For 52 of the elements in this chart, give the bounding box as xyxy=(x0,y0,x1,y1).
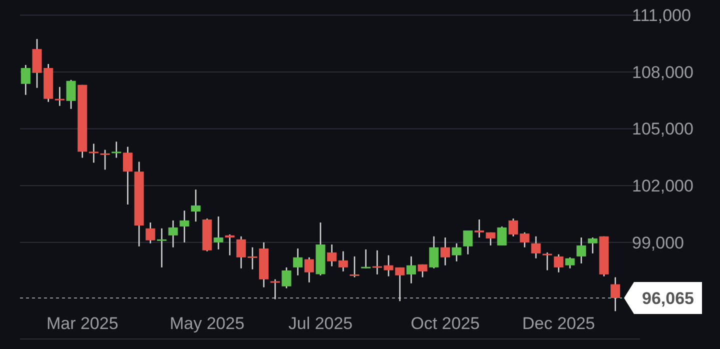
candlestick xyxy=(474,218,484,238)
candlestick xyxy=(372,250,382,276)
x-tick-label: Oct 2025 xyxy=(410,314,480,333)
candlestick xyxy=(520,232,530,248)
candlestick xyxy=(20,64,30,96)
candlestick xyxy=(293,248,303,276)
candlestick xyxy=(463,230,473,255)
candlestick xyxy=(440,236,450,266)
candlestick xyxy=(508,218,518,238)
y-tick-label: 99,000 xyxy=(632,233,684,252)
candlestick xyxy=(361,248,371,270)
y-tick-label: 105,000 xyxy=(632,120,694,139)
candlestick xyxy=(406,256,416,284)
candlestick xyxy=(66,79,76,110)
candlestick xyxy=(452,242,462,262)
candlestick xyxy=(531,236,541,259)
y-tick-label: 111,000 xyxy=(632,6,691,26)
candlestick xyxy=(180,210,190,244)
candlestick xyxy=(418,264,428,278)
candlestick xyxy=(304,256,314,284)
candlestick xyxy=(112,141,122,158)
x-tick-label: Mar 2025 xyxy=(46,314,118,333)
candlestick xyxy=(146,222,156,244)
candlestick xyxy=(168,220,178,248)
candlestick xyxy=(338,250,348,272)
x-tick-label: Jul 2025 xyxy=(288,314,353,333)
x-tick-label: May 2025 xyxy=(170,314,244,333)
candlestick xyxy=(554,254,564,273)
candlestick xyxy=(576,236,586,264)
candlestick xyxy=(610,276,620,312)
y-tick-label: 102,000 xyxy=(632,176,694,196)
candlestick xyxy=(429,236,439,270)
candlestick xyxy=(214,216,224,250)
x-tick-label: Dec 2025 xyxy=(522,314,596,333)
candlestick xyxy=(282,266,292,289)
candlestick xyxy=(54,86,64,107)
candlestick xyxy=(156,228,167,268)
y-tick-label: 108,000 xyxy=(632,62,694,82)
candlestick xyxy=(588,236,598,254)
candlestick xyxy=(122,146,132,206)
candlestick xyxy=(100,149,110,170)
candlestick xyxy=(270,278,280,300)
candlestick xyxy=(327,244,337,267)
candlestick xyxy=(497,226,507,246)
candlestick xyxy=(225,234,235,256)
candlestick xyxy=(191,188,201,222)
candlestick xyxy=(350,256,360,278)
candlestick xyxy=(565,256,575,270)
candlestick xyxy=(486,232,496,246)
candlestick xyxy=(88,143,98,164)
ref-line-label: 96,065 xyxy=(642,289,694,308)
candlestick xyxy=(542,252,552,271)
